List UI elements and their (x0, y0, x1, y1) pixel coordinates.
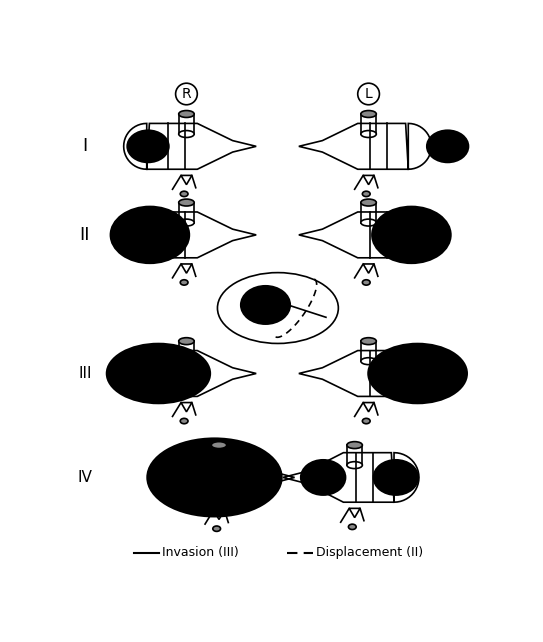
Text: Displacement (II): Displacement (II) (316, 546, 423, 559)
FancyBboxPatch shape (179, 202, 194, 223)
Text: L: L (365, 87, 372, 101)
Ellipse shape (300, 459, 346, 496)
Ellipse shape (361, 358, 376, 365)
Ellipse shape (347, 462, 362, 469)
Ellipse shape (361, 219, 376, 226)
FancyBboxPatch shape (179, 114, 194, 134)
FancyBboxPatch shape (211, 445, 227, 465)
Text: R: R (182, 87, 191, 101)
Ellipse shape (362, 419, 370, 424)
FancyBboxPatch shape (347, 445, 362, 465)
Ellipse shape (179, 110, 194, 117)
Ellipse shape (240, 285, 291, 325)
FancyBboxPatch shape (361, 341, 376, 361)
Ellipse shape (211, 442, 227, 449)
Ellipse shape (179, 219, 194, 226)
Ellipse shape (179, 358, 194, 365)
Ellipse shape (361, 130, 376, 137)
Ellipse shape (361, 199, 376, 206)
Ellipse shape (371, 205, 452, 264)
Ellipse shape (372, 459, 419, 496)
Ellipse shape (367, 343, 468, 404)
Ellipse shape (179, 199, 194, 206)
Ellipse shape (362, 280, 370, 285)
Ellipse shape (106, 343, 211, 404)
Ellipse shape (179, 130, 194, 137)
Text: I: I (83, 137, 87, 155)
Ellipse shape (347, 442, 362, 449)
Ellipse shape (361, 110, 376, 117)
Ellipse shape (213, 526, 220, 532)
FancyBboxPatch shape (361, 114, 376, 134)
Ellipse shape (180, 419, 188, 424)
Text: Invasion (III): Invasion (III) (162, 546, 239, 559)
FancyBboxPatch shape (179, 341, 194, 361)
Ellipse shape (349, 524, 356, 530)
Ellipse shape (211, 462, 227, 469)
Ellipse shape (362, 191, 370, 196)
Ellipse shape (110, 205, 190, 264)
Ellipse shape (146, 437, 283, 517)
FancyBboxPatch shape (361, 202, 376, 223)
Ellipse shape (180, 191, 188, 196)
Ellipse shape (180, 280, 188, 285)
Text: II: II (80, 226, 90, 244)
Text: III: III (78, 366, 92, 381)
Ellipse shape (361, 338, 376, 345)
Ellipse shape (179, 338, 194, 345)
Text: IV: IV (78, 470, 92, 485)
Ellipse shape (127, 130, 170, 163)
Ellipse shape (426, 130, 469, 163)
